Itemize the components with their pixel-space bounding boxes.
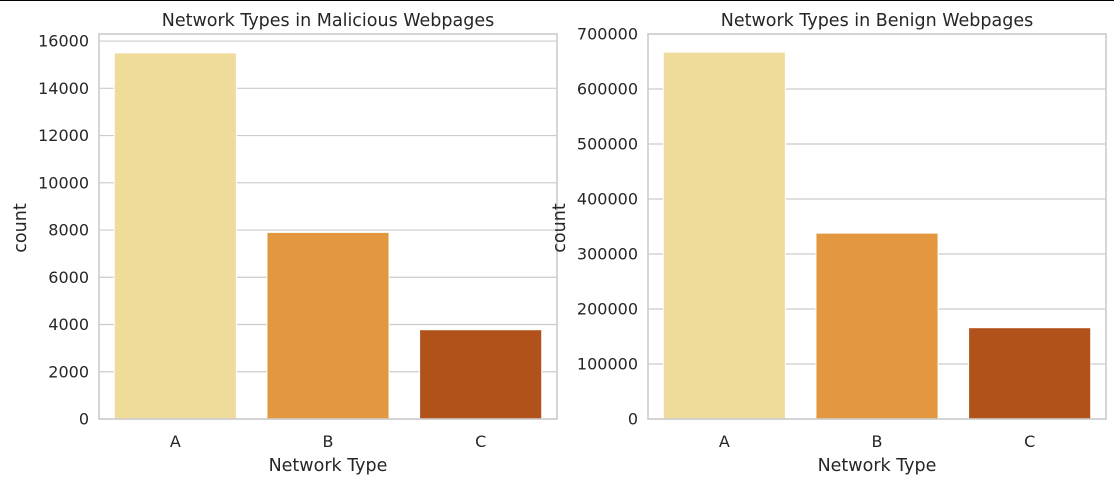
bar-c xyxy=(419,329,543,420)
x-axis-label: Network Type xyxy=(269,456,388,476)
y-tick-label: 600000 xyxy=(577,80,638,99)
y-tick-label: 0 xyxy=(628,410,638,429)
plot-frame xyxy=(647,33,1107,420)
x-tick-label: C xyxy=(475,432,486,451)
y-tick-labels: 0 100000 200000 300000 400000 500000 600000 700… xyxy=(577,25,638,429)
plot-frame xyxy=(98,33,558,420)
y-tick-label: 700000 xyxy=(577,25,638,44)
chart-title: Network Types in Benign Webpages xyxy=(721,11,1034,31)
y-tick-label: 6000 xyxy=(48,268,89,287)
y-axis-label: count xyxy=(550,203,570,253)
bar-b xyxy=(266,231,390,420)
y-tick-label: 200000 xyxy=(577,300,638,319)
bar-a xyxy=(662,51,786,420)
x-tick-label: B xyxy=(323,432,334,451)
y-tick-label: 4000 xyxy=(48,315,89,334)
y-tick-label: 2000 xyxy=(48,362,89,381)
malicious-chart: Network Types in Malicious Webpages 0 200… xyxy=(11,11,558,476)
bars xyxy=(662,51,1092,420)
y-tick-label: 400000 xyxy=(577,190,638,209)
y-tick-label: 500000 xyxy=(577,135,638,154)
y-tick-label: 300000 xyxy=(577,245,638,264)
bar-c xyxy=(968,327,1092,420)
x-axis-label: Network Type xyxy=(818,456,937,476)
y-tick-labels: 0 2000 4000 6000 8000 10000 12000 14000 16000 xyxy=(38,32,89,429)
x-tick-label: C xyxy=(1024,432,1035,451)
x-tick-labels: A B C xyxy=(170,432,486,451)
y-tick-label: 14000 xyxy=(38,79,89,98)
y-tick-label: 0 xyxy=(79,410,89,429)
bars xyxy=(113,52,543,420)
x-tick-label: A xyxy=(719,432,730,451)
x-tick-label: A xyxy=(170,432,181,451)
y-tick-label: 100000 xyxy=(577,355,638,374)
top-rule xyxy=(0,0,1114,1)
chart-title: Network Types in Malicious Webpages xyxy=(162,11,495,31)
y-tick-label: 12000 xyxy=(38,126,89,145)
bar-b xyxy=(815,232,939,420)
x-tick-labels: A B C xyxy=(719,432,1035,451)
y-tick-label: 16000 xyxy=(38,32,89,51)
y-tick-label: 10000 xyxy=(38,173,89,192)
benign-chart: Network Types in Benign Webpages 0 100000… xyxy=(550,11,1107,476)
x-tick-label: B xyxy=(872,432,883,451)
y-tick-label: 8000 xyxy=(48,221,89,240)
bar-a xyxy=(113,52,237,420)
y-axis-label: count xyxy=(11,203,31,253)
